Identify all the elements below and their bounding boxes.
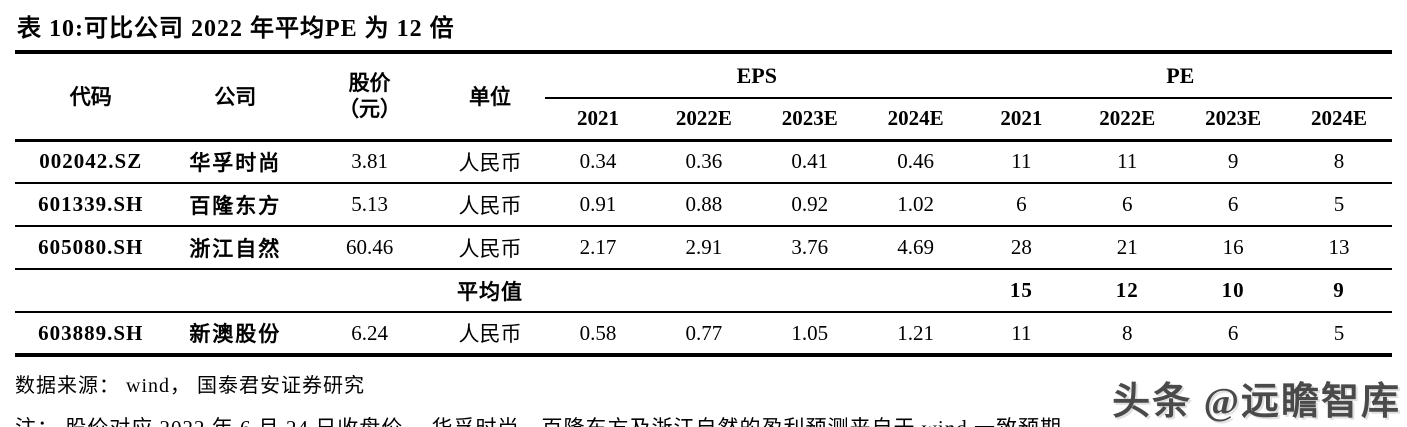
cell-company: 华孚时尚	[166, 140, 305, 184]
table-title: 表 10:可比公司 2022 年平均PE 为 12 倍	[15, 6, 1392, 54]
cell-pe-2023e: 6	[1180, 183, 1287, 227]
header-pe-group: PE	[968, 54, 1392, 99]
cell-pe-2024e: 13	[1286, 226, 1392, 270]
header-years-row: 2021 2022E 2023E 2024E 2021 2022E 2023E …	[15, 98, 1392, 142]
cell-pe-2022e: 8	[1074, 312, 1181, 357]
header-code: 代码	[15, 54, 167, 142]
cell-pe-2023e: 10	[1180, 269, 1287, 313]
cell-pe-2024e: 5	[1286, 183, 1392, 227]
cell-price: 5.13	[304, 183, 435, 227]
cell-pe-2021: 11	[968, 312, 1075, 357]
header-eps-2021: 2021	[545, 98, 651, 142]
cell-price: 60.46	[304, 226, 435, 270]
cell-eps-2023e	[756, 269, 863, 313]
header-price-line1: 股价	[348, 71, 391, 95]
header-price: 股价 （元）	[304, 54, 435, 142]
cell-eps-2024e: 1.21	[862, 312, 969, 357]
cell-pe-2023e: 6	[1180, 312, 1287, 357]
cell-pe-2022e: 12	[1074, 269, 1181, 313]
cell-code: 605080.SH	[15, 226, 167, 270]
table-row-bailong: 601339.SH 百隆东方 5.13 人民币 0.91 0.88 0.92 1…	[15, 183, 1392, 227]
cell-average-label: 平均值	[434, 269, 546, 313]
cell-eps-2021: 2.17	[545, 226, 651, 270]
header-eps-2024e: 2024E	[862, 98, 969, 142]
cell-eps-2022e: 0.88	[650, 183, 757, 227]
cell-pe-2022e: 21	[1074, 226, 1181, 270]
header-unit: 单位	[434, 54, 546, 142]
cell-eps-2022e	[650, 269, 757, 313]
header-group-row: 代码 公司 股价 （元） 单位 EPS PE	[15, 54, 1392, 142]
cell-pe-2023e: 16	[1180, 226, 1287, 270]
header-pe-2024e: 2024E	[1286, 98, 1392, 142]
cell-company	[166, 269, 305, 313]
cell-pe-2021: 28	[968, 226, 1075, 270]
cell-eps-2022e: 2.91	[650, 226, 757, 270]
cell-pe-2022e: 11	[1074, 140, 1181, 184]
cell-company: 新澳股份	[166, 312, 305, 357]
cell-eps-2022e: 0.36	[650, 140, 757, 184]
cell-eps-2023e: 0.41	[756, 140, 863, 184]
cell-unit: 人民币	[434, 226, 546, 270]
cell-unit: 人民币	[434, 140, 546, 184]
cell-code	[15, 269, 167, 313]
cell-eps-2021: 0.91	[545, 183, 651, 227]
cell-price: 6.24	[304, 312, 435, 357]
cell-pe-2021: 6	[968, 183, 1075, 227]
cell-eps-2024e: 1.02	[862, 183, 969, 227]
cell-code: 002042.SZ	[15, 140, 167, 184]
cell-pe-2021: 15	[968, 269, 1075, 313]
header-eps-2023e: 2023E	[756, 98, 863, 142]
header-company: 公司	[166, 54, 305, 142]
cell-eps-2021	[545, 269, 651, 313]
cell-eps-2021: 0.34	[545, 140, 651, 184]
header-eps-2022e: 2022E	[650, 98, 757, 142]
table-row-huafu: 002042.SZ 华孚时尚 3.81 人民币 0.34 0.36 0.41 0…	[15, 140, 1392, 184]
cell-pe-2024e: 8	[1286, 140, 1392, 184]
footnote-text: 注： 股价对应 2022 年 6 月 24 日收盘价， 华孚时尚、百隆东方及浙江…	[15, 412, 1392, 427]
cell-price: 3.81	[304, 140, 435, 184]
header-price-line2: （元）	[338, 97, 402, 122]
data-source-text: 数据来源： wind， 国泰君安证券研究	[15, 375, 365, 397]
cell-company: 百隆东方	[166, 183, 305, 227]
cell-pe-2021: 11	[968, 140, 1075, 184]
cell-price	[304, 269, 435, 313]
cell-pe-2023e: 9	[1180, 140, 1287, 184]
cell-eps-2024e: 0.46	[862, 140, 969, 184]
table-row-zhejiang: 605080.SH 浙江自然 60.46 人民币 2.17 2.91 3.76 …	[15, 226, 1392, 270]
cell-code: 601339.SH	[15, 183, 167, 227]
header-pe-2021: 2021	[968, 98, 1075, 142]
comparable-companies-table: 代码 公司 股价 （元） 单位 EPS PE 2021 2022E 2023E …	[15, 54, 1392, 357]
header-pe-2022e: 2022E	[1074, 98, 1181, 142]
cell-pe-2022e: 6	[1074, 183, 1181, 227]
cell-unit: 人民币	[434, 183, 546, 227]
table-row-xinao: 603889.SH 新澳股份 6.24 人民币 0.58 0.77 1.05 1…	[15, 312, 1392, 357]
table-row-average: 平均值 15 12 10 9	[15, 269, 1392, 313]
cell-eps-2023e: 3.76	[756, 226, 863, 270]
cell-eps-2022e: 0.77	[650, 312, 757, 357]
cell-eps-2023e: 1.05	[756, 312, 863, 357]
cell-code: 603889.SH	[15, 312, 167, 357]
cell-pe-2024e: 9	[1286, 269, 1392, 313]
cell-eps-2024e: 4.69	[862, 226, 969, 270]
watermark-text: 头条 @远瞻智库	[1106, 370, 1401, 425]
cell-unit: 人民币	[434, 312, 546, 357]
cell-eps-2023e: 0.92	[756, 183, 863, 227]
header-eps-group: EPS	[545, 54, 969, 99]
cell-eps-2024e	[862, 269, 969, 313]
cell-eps-2021: 0.58	[545, 312, 651, 357]
cell-company: 浙江自然	[166, 226, 305, 270]
cell-pe-2024e: 5	[1286, 312, 1392, 357]
header-pe-2023e: 2023E	[1180, 98, 1287, 142]
